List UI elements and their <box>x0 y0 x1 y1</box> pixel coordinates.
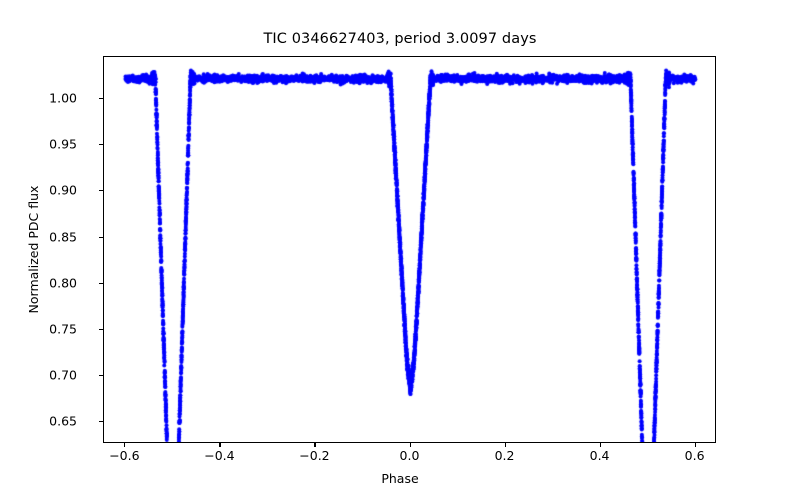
y-tick-mark <box>99 282 103 284</box>
y-tick-label: 1.00 <box>49 90 77 106</box>
y-tick-label: 0.90 <box>49 182 77 198</box>
y-tick-label: 0.70 <box>49 367 77 383</box>
y-tick-label: 0.65 <box>49 413 77 429</box>
page-title: TIC 0346627403, period 3.0097 days <box>263 31 537 47</box>
x-tick-mark <box>504 443 506 447</box>
y-tick-label: 0.75 <box>49 321 77 337</box>
y-tick-mark <box>99 236 103 238</box>
x-tick-label: 0.6 <box>684 448 705 463</box>
x-tick-label: 0.0 <box>399 448 420 463</box>
plot-area <box>103 56 716 443</box>
x-axis-label: Phase <box>381 471 419 486</box>
x-tick-mark <box>219 443 221 447</box>
x-tick-mark <box>409 443 411 447</box>
y-tick-mark <box>99 98 103 100</box>
x-tick-label: −0.6 <box>109 448 140 463</box>
scatter-plot-canvas <box>104 57 715 442</box>
x-tick-mark <box>314 443 316 447</box>
x-tick-label: −0.2 <box>299 448 330 463</box>
y-tick-label: 0.95 <box>49 136 77 152</box>
y-tick-mark <box>99 421 103 423</box>
x-tick-label: −0.4 <box>204 448 235 463</box>
y-tick-mark <box>99 190 103 192</box>
x-tick-label: 0.2 <box>494 448 515 463</box>
y-tick-label: 0.80 <box>49 275 77 291</box>
x-tick-label: 0.4 <box>589 448 610 463</box>
x-tick-mark <box>694 443 696 447</box>
y-tick-mark <box>99 144 103 146</box>
y-axis-label: Normalized PDC flux <box>26 185 41 314</box>
x-tick-mark <box>124 443 126 447</box>
y-tick-mark <box>99 328 103 331</box>
y-tick-mark <box>99 375 103 377</box>
x-tick-mark <box>599 443 601 447</box>
y-tick-label: 0.85 <box>49 229 77 245</box>
